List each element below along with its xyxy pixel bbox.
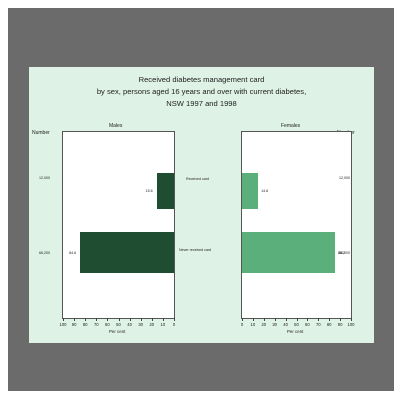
females-x-tick-label: 70 xyxy=(315,322,321,327)
females-x-tick xyxy=(307,318,309,321)
females-x-tick-label: 30 xyxy=(272,322,278,327)
females-panel xyxy=(241,131,352,319)
females-bar-never xyxy=(242,232,335,273)
males-x-tick-label: 0 xyxy=(172,322,176,327)
females-x-tick xyxy=(351,318,352,321)
males-x-tick-label: 10 xyxy=(160,322,166,327)
males-bar-received xyxy=(156,173,174,209)
females-bar-received xyxy=(242,173,259,209)
males-x-axis-label: Per cent xyxy=(109,329,126,334)
males-panel xyxy=(62,131,175,319)
females-x-tick-label: 20 xyxy=(261,322,267,327)
males-x-tick-label: 60 xyxy=(105,322,110,327)
females-x-tick xyxy=(285,318,287,321)
males-x-tick xyxy=(162,318,164,321)
males-x-tick xyxy=(96,318,98,321)
males-x-tick xyxy=(118,318,120,321)
males-panel-title: Males xyxy=(109,123,123,129)
males-x-tick xyxy=(151,318,153,321)
females-x-tick-label: 100 xyxy=(347,322,355,327)
females-value-label-never: 85.2 xyxy=(337,250,345,255)
males-count-never: 66,200 xyxy=(39,251,50,255)
females-x-tick-label: 50 xyxy=(294,322,299,327)
females-x-tick xyxy=(340,318,342,321)
males-x-tick xyxy=(129,318,131,321)
females-x-tick-label: 0 xyxy=(240,322,244,327)
females-x-tick-label: 60 xyxy=(305,322,310,327)
females-x-tick xyxy=(296,318,298,321)
males-x-tick-label: 70 xyxy=(93,322,99,327)
males-x-tick-label: 100 xyxy=(59,322,67,327)
females-x-tick xyxy=(318,318,320,321)
females-x-tick-label: 40 xyxy=(283,322,288,327)
females-panel-title: Females xyxy=(281,123,301,129)
males-x-tick xyxy=(74,318,76,321)
females-x-tick-label: 90 xyxy=(337,322,343,327)
males-x-tick-label: 50 xyxy=(116,322,121,327)
category-label-never: Never received card xyxy=(179,248,212,252)
males-x-tick-label: 80 xyxy=(82,322,88,327)
category-label-received: Received card xyxy=(186,177,209,181)
chart-subtitle-line-2: NSW 1997 and 1998 xyxy=(166,99,237,108)
females-x-tick xyxy=(329,318,331,321)
females-count-never: 66,000 xyxy=(339,251,350,255)
chart-subtitle-line-1: by sex, persons aged 16 years and over w… xyxy=(96,87,307,96)
left-axis-label: Number xyxy=(32,130,50,136)
males-value-label-received: 15.6 xyxy=(145,189,153,193)
males-x-tick-label: 30 xyxy=(138,322,144,327)
females-x-tick xyxy=(263,318,265,321)
males-x-tick-label: 40 xyxy=(127,322,132,327)
males-x-tick xyxy=(140,318,142,321)
males-value-label-never: 84.6 xyxy=(69,250,77,255)
males-x-tick-label: 90 xyxy=(71,322,77,327)
females-x-tick xyxy=(252,318,254,321)
males-bar-never xyxy=(80,232,174,273)
females-x-tick xyxy=(274,318,276,321)
males-x-tick-label: 20 xyxy=(149,322,155,327)
females-count-received: 12,000 xyxy=(339,176,350,180)
females-value-label-received: 14.8 xyxy=(261,189,269,193)
males-x-tick xyxy=(63,318,64,321)
females-x-tick xyxy=(242,318,243,321)
females-x-tick-label: 80 xyxy=(326,322,332,327)
chart-card: Received diabetes management card by sex… xyxy=(29,67,374,343)
chart-title: Received diabetes management card xyxy=(138,75,265,84)
males-x-tick xyxy=(85,318,87,321)
females-x-axis-label: Per cent xyxy=(287,329,304,334)
females-x-tick-label: 10 xyxy=(250,322,256,327)
males-count-received: 12,000 xyxy=(39,176,50,180)
males-x-tick xyxy=(174,318,175,321)
males-x-tick xyxy=(107,318,109,321)
